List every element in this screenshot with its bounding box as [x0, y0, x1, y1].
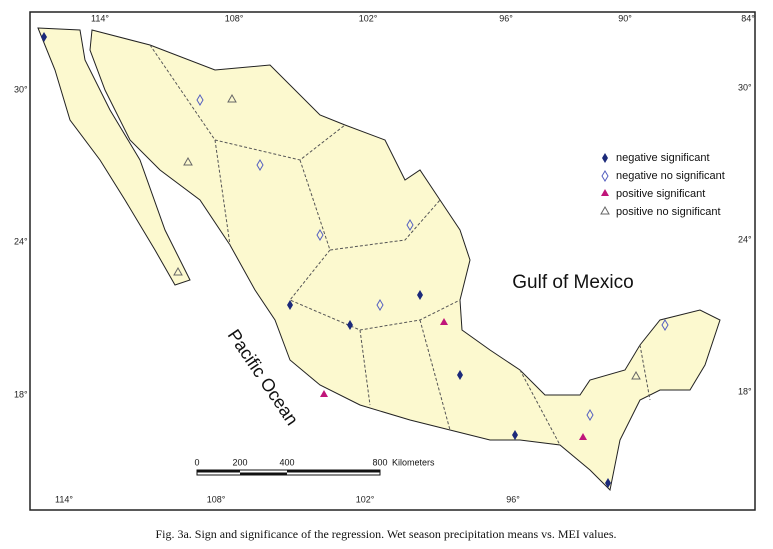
- legend: negative significant negative no signifi…: [600, 152, 725, 218]
- marker: [256, 159, 264, 171]
- station-markers: [41, 32, 669, 488]
- marker: [661, 319, 669, 331]
- legend-label: positive significant: [616, 188, 705, 200]
- marker: [631, 370, 641, 380]
- longitude-label: 102°: [356, 494, 375, 504]
- longitude-label: 84°: [741, 13, 755, 23]
- baja-peninsula: [37, 27, 191, 286]
- longitude-label: 114°: [55, 494, 73, 504]
- marker: [605, 478, 611, 488]
- scale-unit: Kilometers: [392, 457, 435, 467]
- longitude-label: 102°: [359, 13, 378, 23]
- legend-label: negative significant: [616, 152, 710, 164]
- longitude-label: 108°: [207, 494, 226, 504]
- scale-segment: [287, 470, 380, 473]
- marker: [417, 290, 423, 300]
- legend-label: positive no significant: [616, 206, 721, 218]
- coordinates: 114° 108° 102° 96° 90° 84° 114° 108° 102° 96° 30° 2…: [14, 13, 755, 504]
- marker: [440, 318, 448, 325]
- latitude-label: 24°: [14, 236, 28, 246]
- scale-segment: [240, 472, 287, 475]
- marker: [41, 32, 47, 42]
- latitude-label: 18°: [14, 389, 28, 399]
- mainland: [89, 29, 721, 492]
- state-borders: [149, 44, 651, 446]
- scale-tick: 800: [372, 457, 387, 467]
- marker: [406, 219, 414, 231]
- legend-label: negative no significant: [616, 170, 725, 182]
- marker: [227, 93, 237, 103]
- marker: [183, 156, 193, 166]
- longitude-label: 114°: [91, 13, 109, 23]
- latitude-label: 18°: [738, 386, 752, 396]
- marker: [287, 300, 293, 310]
- scale-tick: 200: [232, 457, 247, 467]
- marker: [196, 94, 204, 106]
- legend-symbol: [602, 153, 608, 163]
- latitude-label: 30°: [738, 82, 752, 92]
- longitude-label: 108°: [225, 13, 244, 23]
- longitude-label: 96°: [499, 13, 513, 23]
- latitude-label: 24°: [738, 234, 752, 244]
- marker: [376, 299, 384, 311]
- legend-symbol: [601, 170, 609, 182]
- latitude-label: 30°: [14, 84, 28, 94]
- caption: Fig. 3a. Sign and significance of the re…: [155, 527, 616, 541]
- legend-symbol: [600, 205, 610, 215]
- longitude-label: 96°: [506, 494, 520, 504]
- longitude-label: 90°: [618, 13, 632, 23]
- scale-tick: 400: [279, 457, 294, 467]
- marker: [512, 430, 518, 440]
- marker: [316, 229, 324, 241]
- scale-tick: 0: [194, 457, 199, 467]
- gulf-label: Gulf of Mexico: [512, 272, 633, 293]
- marker: [320, 390, 328, 397]
- marker: [347, 320, 353, 330]
- marker: [457, 370, 463, 380]
- marker: [579, 433, 587, 440]
- scale-bar: 0 200 400 800 Kilometers: [194, 457, 435, 476]
- marker: [173, 266, 183, 276]
- legend-symbol: [601, 189, 609, 196]
- scale-segment: [197, 470, 240, 473]
- marker: [586, 409, 594, 421]
